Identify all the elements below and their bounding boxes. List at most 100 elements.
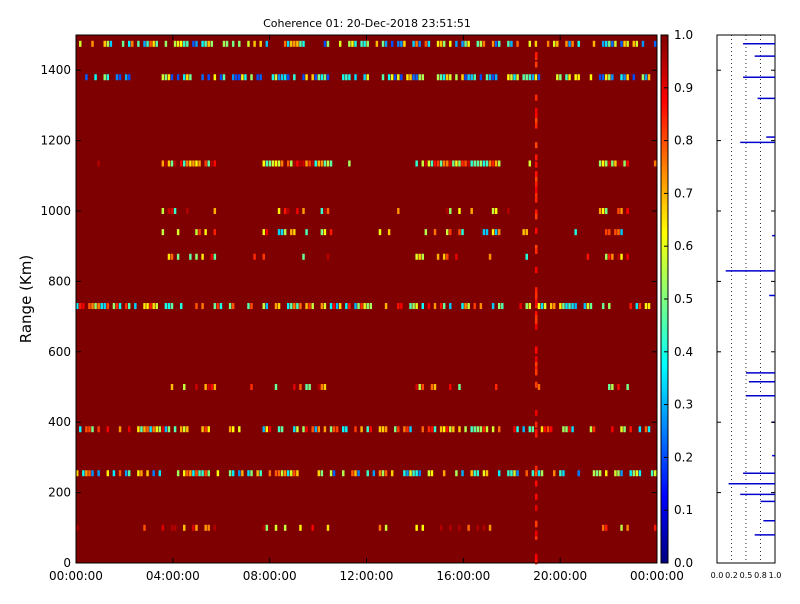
heatmap-cell bbox=[605, 253, 608, 260]
heatmap-cell bbox=[290, 160, 293, 167]
heatmap-cell bbox=[436, 253, 440, 260]
heatmap-cell bbox=[170, 384, 174, 390]
heatmap-cell bbox=[173, 40, 177, 47]
heatmap-cell bbox=[455, 160, 458, 167]
heatmap-cell bbox=[598, 160, 602, 167]
heatmap-cell bbox=[317, 160, 321, 167]
heatmap-cell bbox=[124, 74, 128, 81]
heatmap-cell bbox=[626, 384, 629, 390]
heatmap-cell bbox=[387, 74, 391, 81]
heatmap-cell bbox=[406, 74, 409, 81]
heatmap-cell bbox=[222, 74, 226, 81]
heatmap-cell bbox=[195, 524, 198, 531]
heatmap-cell bbox=[314, 74, 317, 81]
heatmap-cell bbox=[366, 470, 369, 477]
heatmap-cell bbox=[534, 213, 538, 220]
heatmap-cell bbox=[106, 74, 110, 81]
heatmap-cell bbox=[195, 229, 198, 236]
heatmap-cell bbox=[146, 303, 149, 310]
heatmap-cell bbox=[433, 426, 437, 433]
heatmap-cell bbox=[183, 160, 186, 167]
heatmap-cell bbox=[302, 160, 305, 167]
heatmap-cell bbox=[238, 470, 241, 477]
heatmap-cell bbox=[256, 74, 259, 81]
heatmap-cell bbox=[519, 303, 522, 310]
heatmap-cell bbox=[302, 74, 305, 81]
heatmap-cell bbox=[299, 160, 302, 167]
heatmap-cell bbox=[617, 470, 620, 477]
heatmap-cell bbox=[283, 40, 287, 47]
colorbar-tick-label: 0.1 bbox=[674, 503, 693, 517]
heatmap-cell bbox=[479, 40, 483, 47]
heatmap-cell bbox=[623, 40, 626, 47]
heatmap-cell bbox=[412, 74, 415, 81]
heatmap-cell bbox=[112, 470, 116, 477]
heatmap-cell bbox=[97, 160, 100, 167]
profile-x-axis: 0.0 0.2 0.5 0.8 1.0 bbox=[711, 571, 782, 580]
heatmap-cell bbox=[320, 384, 324, 390]
heatmap-cell bbox=[210, 160, 213, 167]
heatmap-cell bbox=[577, 470, 580, 477]
heatmap-cell bbox=[293, 229, 296, 236]
heatmap-cell bbox=[173, 208, 177, 214]
heatmap-cell bbox=[510, 74, 513, 81]
heatmap-cell bbox=[562, 426, 565, 433]
heatmap-cell bbox=[574, 74, 577, 81]
heatmap-cell bbox=[415, 303, 418, 310]
heatmap-cell bbox=[390, 40, 394, 47]
heatmap-cell bbox=[488, 253, 492, 260]
heatmap-cell bbox=[94, 74, 97, 81]
heatmap-cell bbox=[213, 253, 217, 260]
heatmap-cell bbox=[161, 229, 165, 236]
heatmap-cell bbox=[317, 470, 321, 477]
heatmap-cell bbox=[170, 253, 174, 260]
heatmap-cell bbox=[79, 40, 82, 47]
heatmap-cell bbox=[620, 40, 623, 47]
heatmap-cell bbox=[546, 40, 550, 47]
heatmap-cell bbox=[271, 160, 275, 167]
heatmap-cell bbox=[534, 533, 538, 540]
heatmap-cell bbox=[124, 470, 128, 477]
heatmap-cell bbox=[351, 470, 354, 477]
heatmap-cell bbox=[366, 74, 369, 81]
heatmap-cell bbox=[103, 74, 106, 81]
heatmap-cell bbox=[192, 524, 195, 531]
heatmap-cell bbox=[155, 40, 158, 47]
heatmap-cell bbox=[632, 470, 635, 477]
heatmap-cell bbox=[482, 160, 486, 167]
heatmap-cell bbox=[345, 426, 348, 433]
heatmap-cell bbox=[418, 253, 421, 260]
heatmap-cell bbox=[430, 470, 434, 477]
heatmap-cell bbox=[476, 470, 480, 477]
heatmap-cell bbox=[127, 426, 131, 433]
heatmap-cell bbox=[449, 384, 452, 390]
heatmap-cell bbox=[118, 74, 122, 81]
heatmap-cell bbox=[418, 470, 421, 477]
heatmap-cell bbox=[253, 40, 256, 47]
heatmap-cell bbox=[262, 426, 265, 433]
heatmap-cell bbox=[601, 524, 605, 531]
heatmap-cell bbox=[586, 253, 590, 260]
heatmap-cell bbox=[277, 229, 281, 236]
heatmap-cell bbox=[605, 208, 608, 214]
heatmap-cell bbox=[348, 160, 351, 167]
heatmap-cell bbox=[213, 229, 217, 236]
heatmap-cell bbox=[170, 160, 174, 167]
heatmap-cell bbox=[293, 303, 296, 310]
heatmap-cell bbox=[326, 40, 330, 47]
heatmap-cell bbox=[82, 303, 85, 310]
heatmap-cell bbox=[418, 384, 421, 390]
heatmap-cell bbox=[638, 426, 642, 433]
heatmap-cell bbox=[265, 303, 269, 310]
heatmap-cell bbox=[186, 40, 189, 47]
heatmap-cell bbox=[274, 470, 278, 477]
heatmap-cell bbox=[455, 40, 458, 47]
heatmap-cell bbox=[543, 303, 547, 310]
heatmap-cell bbox=[608, 229, 611, 236]
heatmap-cell bbox=[516, 40, 519, 47]
heatmap-cell bbox=[384, 524, 388, 531]
heatmap-cell bbox=[149, 426, 152, 433]
heatmap-cell bbox=[421, 160, 424, 167]
heatmap-cell bbox=[534, 470, 538, 477]
heatmap-cell bbox=[363, 40, 366, 47]
